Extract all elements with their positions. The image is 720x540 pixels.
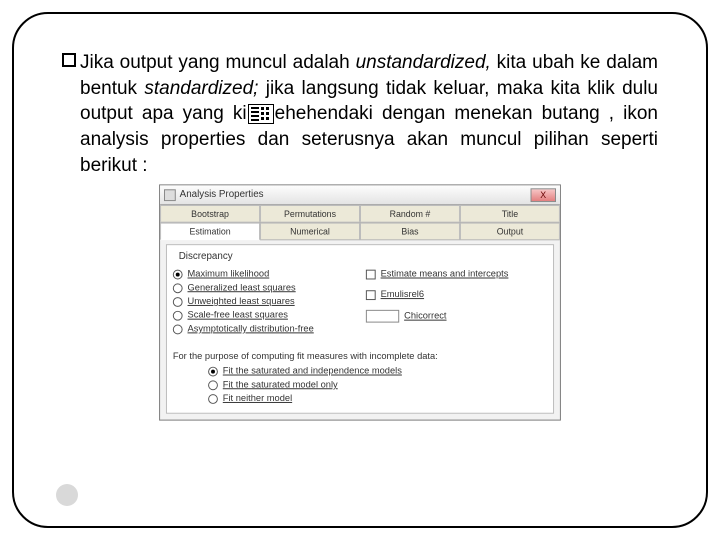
radio-icon[interactable] [208,380,218,390]
dialog-sys-icon [164,189,176,201]
incomplete-data-group: For the purpose of computing fit measure… [173,345,547,404]
radio-icon[interactable] [208,366,218,376]
tabs-row-1: Bootstrap Permutations Random # Title [160,205,560,223]
opt-means-label: Estimate means and intercepts [381,269,509,280]
subgroup-label: For the purpose of computing fit measure… [173,351,547,362]
opt-uls-label: Unweighted least squares [188,296,295,307]
right-col: Estimate means and intercepts Emulisrel6… [366,266,547,338]
opt-sfls[interactable]: Scale-free least squares [173,310,354,321]
page-number-circle [56,484,78,506]
para-pre: Jika output yang muncul adalah [80,52,356,73]
tab-bootstrap[interactable]: Bootstrap [160,205,260,222]
dialog-title: Analysis Properties [180,190,531,201]
opt-gls[interactable]: Generalized least squares [173,283,354,294]
fit-sat-only-label: Fit the saturated model only [223,380,338,391]
analysis-properties-icon [248,104,274,124]
left-col: Maximum likelihood Generalized least squ… [173,266,354,338]
radio-icon[interactable] [173,269,183,279]
fit-neither[interactable]: Fit neither model [208,393,547,404]
tab-bias[interactable]: Bias [360,223,460,240]
radio-icon[interactable] [173,311,183,321]
checkbox-icon[interactable] [366,290,376,300]
estimation-panel: Discrepancy Maximum likelihood Generaliz… [166,244,554,414]
discrepancy-label: Discrepancy [179,251,547,262]
close-icon[interactable]: X [531,188,556,202]
tab-title[interactable]: Title [460,205,560,222]
slide-paragraph: Jika output yang muncul adalah unstandar… [62,50,658,178]
opt-gls-label: Generalized least squares [188,283,296,294]
tab-estimation[interactable]: Estimation [160,223,260,241]
radio-icon[interactable] [173,297,183,307]
opt-chi-label: Chicorrect [404,311,446,322]
tab-random[interactable]: Random # [360,205,460,222]
dialog-titlebar: Analysis Properties X [160,186,560,206]
fit-sat-only[interactable]: Fit the saturated model only [208,380,547,391]
radio-icon[interactable] [173,283,183,293]
tab-output[interactable]: Output [460,223,560,240]
analysis-properties-dialog: Analysis Properties X Bootstrap Permutat… [159,185,561,421]
opt-sfls-label: Scale-free least squares [188,310,288,321]
tab-numerical[interactable]: Numerical [260,223,360,240]
tabs-row-2: Estimation Numerical Bias Output [160,223,560,241]
fit-sat-ind-label: Fit the saturated and independence model… [223,366,402,377]
para-it2: standardized; [144,78,258,99]
opt-ml[interactable]: Maximum likelihood [173,269,354,280]
opt-emul-label: Emulisrel6 [381,289,424,300]
opt-uls[interactable]: Unweighted least squares [173,296,354,307]
checkbox-icon[interactable] [366,269,376,279]
opt-chi[interactable]: Chicorrect [366,310,547,323]
radio-icon[interactable] [208,394,218,404]
opt-adf[interactable]: Asymptotically distribution-free [173,324,354,335]
chicorrect-input[interactable] [366,310,399,323]
opt-ml-label: Maximum likelihood [188,269,270,280]
para-it1: unstandardized, [356,52,491,73]
bullet-square-icon [62,53,76,67]
radio-icon[interactable] [173,324,183,334]
fit-neither-label: Fit neither model [223,393,292,404]
opt-means[interactable]: Estimate means and intercepts [366,269,547,280]
tab-permutations[interactable]: Permutations [260,205,360,222]
fit-sat-ind[interactable]: Fit the saturated and independence model… [208,366,547,377]
opt-adf-label: Asymptotically distribution-free [188,324,314,335]
opt-emul[interactable]: Emulisrel6 [366,289,547,300]
